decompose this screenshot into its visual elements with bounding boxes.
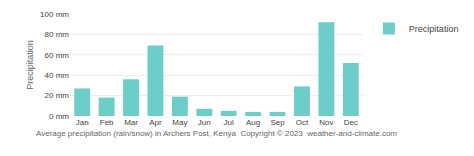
svg-text:Dec: Dec	[344, 118, 358, 127]
svg-text:Jun: Jun	[198, 118, 211, 127]
svg-text:0 mm: 0 mm	[49, 112, 69, 121]
svg-text:60 mm: 60 mm	[45, 51, 70, 60]
svg-text:40 mm: 40 mm	[45, 71, 70, 80]
svg-text:Oct: Oct	[296, 118, 309, 127]
svg-text:20 mm: 20 mm	[45, 91, 70, 100]
svg-text:Feb: Feb	[100, 118, 114, 127]
svg-text:Precipitation: Precipitation	[25, 40, 35, 90]
svg-text:Jan: Jan	[76, 118, 89, 127]
svg-text:Aug: Aug	[246, 118, 260, 127]
svg-text:Average precipitation (rain/sn: Average precipitation (rain/snow) in Arc…	[36, 129, 397, 138]
svg-text:Sep: Sep	[270, 118, 285, 127]
svg-text:100 mm: 100 mm	[40, 10, 69, 19]
svg-text:Nov: Nov	[319, 118, 333, 127]
svg-text:80 mm: 80 mm	[45, 30, 70, 39]
svg-text:Apr: Apr	[149, 118, 162, 127]
svg-text:Mar: Mar	[124, 118, 138, 127]
svg-text:Jul: Jul	[224, 118, 234, 127]
svg-text:Precipitation: Precipitation	[409, 24, 459, 34]
svg-text:May: May	[172, 118, 187, 127]
